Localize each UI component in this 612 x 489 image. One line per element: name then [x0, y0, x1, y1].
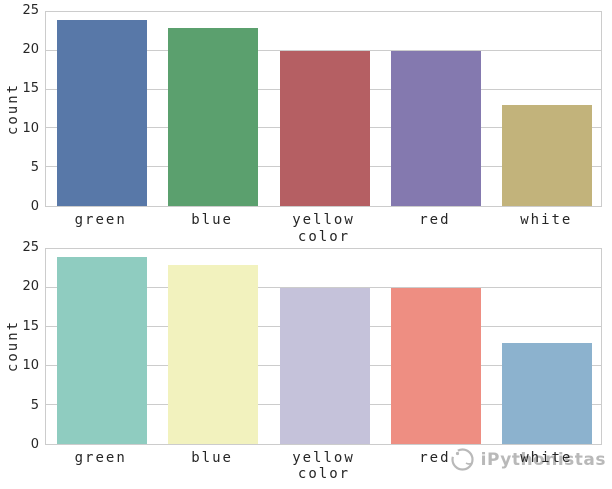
x-tick-label-blue: blue — [191, 212, 233, 228]
bar-red — [390, 288, 481, 444]
y-tick-label: 0 — [30, 437, 39, 452]
bar-white — [502, 105, 593, 206]
y-tick-label: 5 — [30, 397, 39, 413]
y-tick-label: 25 — [22, 3, 39, 18]
x-tick-label-white: white — [520, 212, 573, 228]
x-tick-label-white: white — [520, 450, 573, 466]
x-axis-label-top: color — [297, 229, 351, 245]
bar-blue — [168, 27, 259, 206]
bar-green — [56, 256, 147, 444]
y-tick-label: 25 — [22, 240, 39, 255]
y-tick-label: 20 — [22, 279, 39, 295]
bar-red — [390, 50, 481, 206]
bar-green — [56, 19, 147, 206]
gridline-y20 — [46, 287, 601, 288]
plot-area-top — [45, 11, 602, 207]
x-tick-label-red: red — [419, 450, 451, 466]
x-tick-label-red: red — [419, 212, 451, 228]
x-tick-label-green: green — [74, 450, 127, 466]
y-tick-label: 10 — [22, 120, 39, 136]
y-tick-label: 0 — [30, 199, 39, 214]
x-tick-label-blue: blue — [191, 450, 233, 466]
gridline-y20 — [46, 49, 601, 51]
y-tick-label: 10 — [22, 358, 39, 374]
bar-yellow — [279, 50, 370, 206]
y-tick-label: 5 — [30, 159, 39, 175]
x-tick-label-yellow: yellow — [292, 212, 355, 228]
x-axis-label-bottom: color — [297, 466, 351, 482]
bar-yellow — [279, 288, 370, 444]
bar-blue — [168, 264, 259, 444]
y-tick-label: 20 — [22, 42, 39, 58]
y-tick-label: 15 — [22, 318, 39, 334]
x-tick-label-green: green — [74, 212, 127, 228]
x-tick-label-yellow: yellow — [292, 450, 355, 466]
plot-area-bottom — [45, 248, 602, 445]
bar-white — [502, 342, 593, 444]
y-tick-label: 15 — [22, 81, 39, 97]
